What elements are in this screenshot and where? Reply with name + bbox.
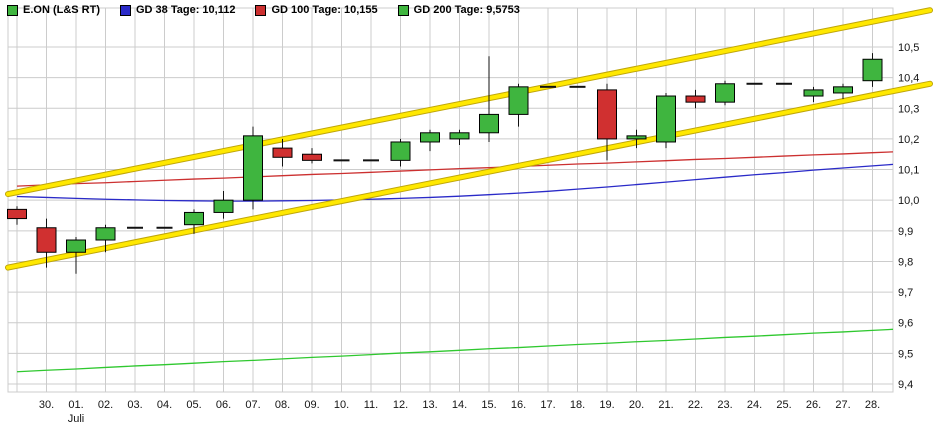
legend-item-gd200: GD 200 Tage: 9,5753 (397, 4, 520, 16)
candle-down (685, 95, 706, 103)
y-tick-label: 10,5 (898, 42, 919, 54)
candle-down (597, 89, 617, 140)
legend-item-eon: E.ON (L&S RT) (7, 4, 100, 16)
x-tick-label: 22. (688, 399, 703, 411)
moving-average-lines (16, 151, 894, 373)
x-tick-label: 18. (570, 399, 585, 411)
legend-label-eon: E.ON (L&S RT) (23, 4, 100, 16)
x-tick-label: 28. (865, 399, 880, 411)
candle-down (7, 208, 27, 220)
y-tick-label: 9,6 (898, 318, 913, 330)
ma-line-gd-200-tage (16, 328, 894, 373)
x-tick-label: 25. (776, 399, 791, 411)
candle-up (862, 58, 883, 82)
x-tick-label: 13. (422, 399, 437, 411)
x-tick-label: 17. (540, 399, 555, 411)
candle-up (390, 141, 411, 161)
chart-legend: E.ON (L&S RT) GD 38 Tage: 10,112 GD 100 … (7, 4, 520, 16)
ma-line-gd-100-tage (16, 151, 894, 187)
price-series-swatch (7, 4, 18, 16)
x-tick-label: 21. (658, 399, 673, 411)
x-tick-label: 05. (186, 399, 201, 411)
legend-item-gd38: GD 38 Tage: 10,112 (120, 4, 235, 16)
y-tick-label: 10,1 (898, 165, 919, 177)
x-tick-label: 02. (98, 399, 113, 411)
candle-up (95, 227, 116, 241)
y-tick-label: 9,9 (898, 226, 913, 238)
x-tick-label: 01. (68, 399, 83, 411)
candle-up (420, 132, 440, 143)
y-tick-label: 10,0 (898, 195, 919, 207)
candle-up (66, 239, 86, 253)
candle-down (272, 147, 293, 158)
x-tick-label: 30. (39, 399, 54, 411)
candles (7, 53, 883, 274)
legend-label-gd200: GD 200 Tage: 9,5753 (413, 4, 520, 16)
x-tick-label: 03. (127, 399, 142, 411)
x-tick-label: 07. (245, 399, 260, 411)
x-tick-label: 09. (304, 399, 319, 411)
grid (7, 7, 894, 393)
trend-channel (5, 7, 933, 271)
gd38-swatch (120, 4, 131, 16)
x-tick-label: 26. (806, 399, 821, 411)
legend-item-gd100: GD 100 Tage: 10,155 (255, 4, 378, 16)
y-tick-label: 10,3 (898, 103, 919, 115)
y-tick-label: 9,8 (898, 256, 913, 268)
x-tick-label: 20. (629, 399, 644, 411)
candle-up (243, 135, 263, 201)
x-tick-label: 12. (393, 399, 408, 411)
x-tick-label: 04. (157, 399, 172, 411)
y-axis-labels: 9,4 9,5 9,6 9,7 9,8 9,9 10,0 10,1 10,2 10,3 10,4 10… (898, 42, 919, 391)
y-tick-label: 9,7 (898, 287, 913, 299)
candle-up (833, 86, 853, 94)
x-tick-label: 06. (216, 399, 231, 411)
candle-up (626, 135, 647, 140)
x-tick-label: 24. (747, 399, 762, 411)
candle-down (36, 227, 57, 253)
candle-up (213, 199, 234, 213)
legend-label-gd100: GD 100 Tage: 10,155 (271, 4, 378, 16)
x-axis-labels: 30. 01. 02. 03. 04. 05. 06. 07. 08. 09. 10. 11. 12. 1… (39, 399, 880, 425)
legend-label-gd38: GD 38 Tage: 10,112 (136, 4, 236, 16)
x-tick-label: 10. (334, 399, 349, 411)
x-tick-label: 11. (364, 399, 378, 411)
y-tick-label: 9,4 (898, 379, 913, 391)
x-tick-label: 19. (599, 399, 614, 411)
month-label: Juli (68, 413, 85, 425)
x-tick-label: 16. (511, 399, 526, 411)
candle-up (479, 113, 499, 134)
x-tick-label: 14. (452, 399, 467, 411)
y-tick-label: 9,5 (898, 348, 913, 360)
candle-up (184, 211, 204, 226)
gd100-swatch (255, 4, 267, 16)
gd200-swatch (397, 4, 409, 16)
x-tick-label: 15. (481, 399, 496, 411)
candle-up (803, 89, 824, 97)
y-tick-label: 10,2 (898, 134, 919, 146)
x-tick-label: 23. (717, 399, 732, 411)
candle-up (508, 86, 529, 115)
ma-line-gd-38-tage (16, 163, 894, 202)
candle-up (449, 132, 470, 140)
x-tick-label: 27. (835, 399, 850, 411)
x-tick-label: 08. (275, 399, 290, 411)
y-tick-label: 10,4 (898, 73, 919, 85)
candle-up (715, 83, 735, 103)
candle-up (656, 95, 676, 143)
candle-down (302, 153, 322, 161)
